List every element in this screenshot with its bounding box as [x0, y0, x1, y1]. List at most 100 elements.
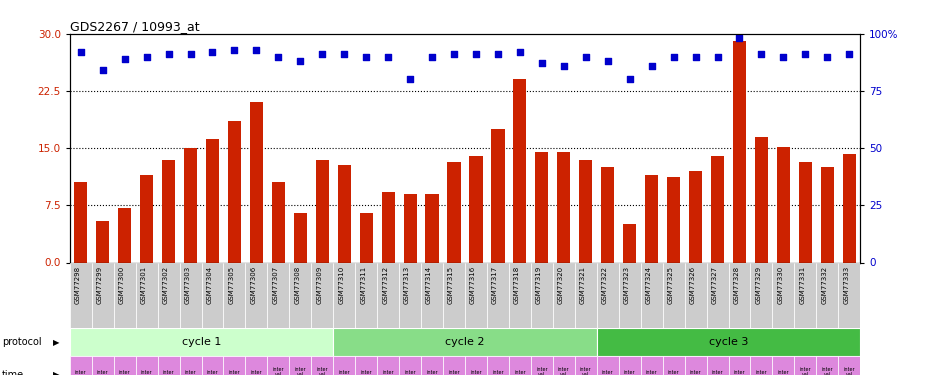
- Point: [403, 76, 418, 82]
- Text: GSM77306: GSM77306: [250, 266, 257, 304]
- Text: inter
val 4: inter val 4: [668, 370, 680, 375]
- Bar: [817, 356, 838, 375]
- Bar: [662, 356, 684, 375]
- Bar: [733, 41, 746, 262]
- Bar: [312, 356, 333, 375]
- Point: [95, 68, 110, 74]
- Text: GSM77326: GSM77326: [689, 266, 696, 304]
- Bar: [378, 262, 399, 328]
- Point: [578, 54, 593, 60]
- Bar: [794, 356, 817, 375]
- Point: [798, 51, 813, 57]
- Text: GSM77308: GSM77308: [294, 266, 300, 304]
- Text: cycle 3: cycle 3: [709, 337, 749, 347]
- Bar: [404, 194, 417, 262]
- Point: [622, 76, 637, 82]
- Text: GSM77329: GSM77329: [755, 266, 762, 304]
- Text: inter
val
12: inter val 12: [316, 367, 328, 375]
- Text: inter
val 3: inter val 3: [382, 370, 394, 375]
- Text: inter
val 1: inter val 1: [339, 370, 351, 375]
- Bar: [289, 262, 312, 328]
- Text: inter
val 5: inter val 5: [690, 370, 701, 375]
- Bar: [333, 262, 355, 328]
- Text: GSM77324: GSM77324: [645, 266, 652, 304]
- Bar: [443, 356, 465, 375]
- Bar: [447, 162, 460, 262]
- Point: [446, 51, 461, 57]
- Text: GSM77315: GSM77315: [448, 266, 454, 304]
- Text: GSM77314: GSM77314: [426, 266, 432, 304]
- Text: inter
val 5: inter val 5: [163, 370, 175, 375]
- Bar: [272, 183, 285, 262]
- Bar: [552, 356, 575, 375]
- Bar: [575, 356, 597, 375]
- Point: [227, 47, 242, 53]
- Bar: [641, 356, 662, 375]
- Text: inter
val 6: inter val 6: [184, 370, 196, 375]
- Bar: [355, 262, 378, 328]
- Bar: [597, 328, 860, 356]
- Point: [161, 51, 176, 57]
- Bar: [773, 262, 794, 328]
- Bar: [487, 356, 509, 375]
- Bar: [399, 262, 421, 328]
- Text: inter
val 2: inter val 2: [360, 370, 372, 375]
- Point: [512, 49, 527, 55]
- Point: [271, 54, 286, 60]
- Bar: [820, 167, 834, 262]
- Bar: [378, 356, 399, 375]
- Bar: [487, 262, 509, 328]
- Text: GSM77322: GSM77322: [602, 266, 607, 304]
- Text: GSM77301: GSM77301: [140, 266, 147, 304]
- Bar: [465, 356, 487, 375]
- Text: inter
val 2: inter val 2: [624, 370, 635, 375]
- Text: inter
val 7: inter val 7: [470, 370, 482, 375]
- Text: protocol: protocol: [2, 337, 42, 347]
- Bar: [333, 328, 597, 356]
- Bar: [684, 356, 707, 375]
- Bar: [113, 356, 136, 375]
- Text: inter
val 4: inter val 4: [405, 370, 416, 375]
- Bar: [799, 162, 812, 262]
- Bar: [491, 129, 504, 262]
- Point: [490, 51, 505, 57]
- Bar: [711, 156, 724, 262]
- Text: cycle 1: cycle 1: [181, 337, 221, 347]
- Point: [776, 54, 790, 60]
- Text: inter
val 8: inter val 8: [755, 370, 767, 375]
- Bar: [597, 262, 618, 328]
- Point: [754, 51, 769, 57]
- Bar: [338, 165, 351, 262]
- Point: [73, 49, 88, 55]
- Bar: [557, 152, 570, 262]
- Bar: [223, 262, 246, 328]
- Bar: [597, 356, 618, 375]
- Bar: [623, 224, 636, 262]
- Bar: [662, 262, 684, 328]
- Bar: [707, 356, 728, 375]
- Bar: [399, 356, 421, 375]
- Text: inter
val 9: inter val 9: [777, 370, 790, 375]
- Text: GSM77316: GSM77316: [470, 266, 476, 304]
- Bar: [843, 154, 856, 262]
- Text: inter
val 8: inter val 8: [492, 370, 504, 375]
- Bar: [421, 356, 443, 375]
- Text: inter
val 4: inter val 4: [140, 370, 153, 375]
- Text: GSM77323: GSM77323: [624, 266, 630, 304]
- Bar: [531, 262, 552, 328]
- Text: inter
val 3: inter val 3: [645, 370, 658, 375]
- Point: [556, 63, 571, 69]
- Bar: [333, 356, 355, 375]
- Point: [469, 51, 484, 57]
- Bar: [443, 262, 465, 328]
- Bar: [618, 356, 641, 375]
- Bar: [184, 148, 197, 262]
- Bar: [92, 356, 113, 375]
- Bar: [162, 160, 175, 262]
- Text: GSM77331: GSM77331: [800, 266, 805, 304]
- Text: inter
val
11: inter val 11: [558, 367, 569, 375]
- Bar: [509, 262, 531, 328]
- Bar: [246, 262, 267, 328]
- Bar: [421, 262, 443, 328]
- Bar: [312, 262, 333, 328]
